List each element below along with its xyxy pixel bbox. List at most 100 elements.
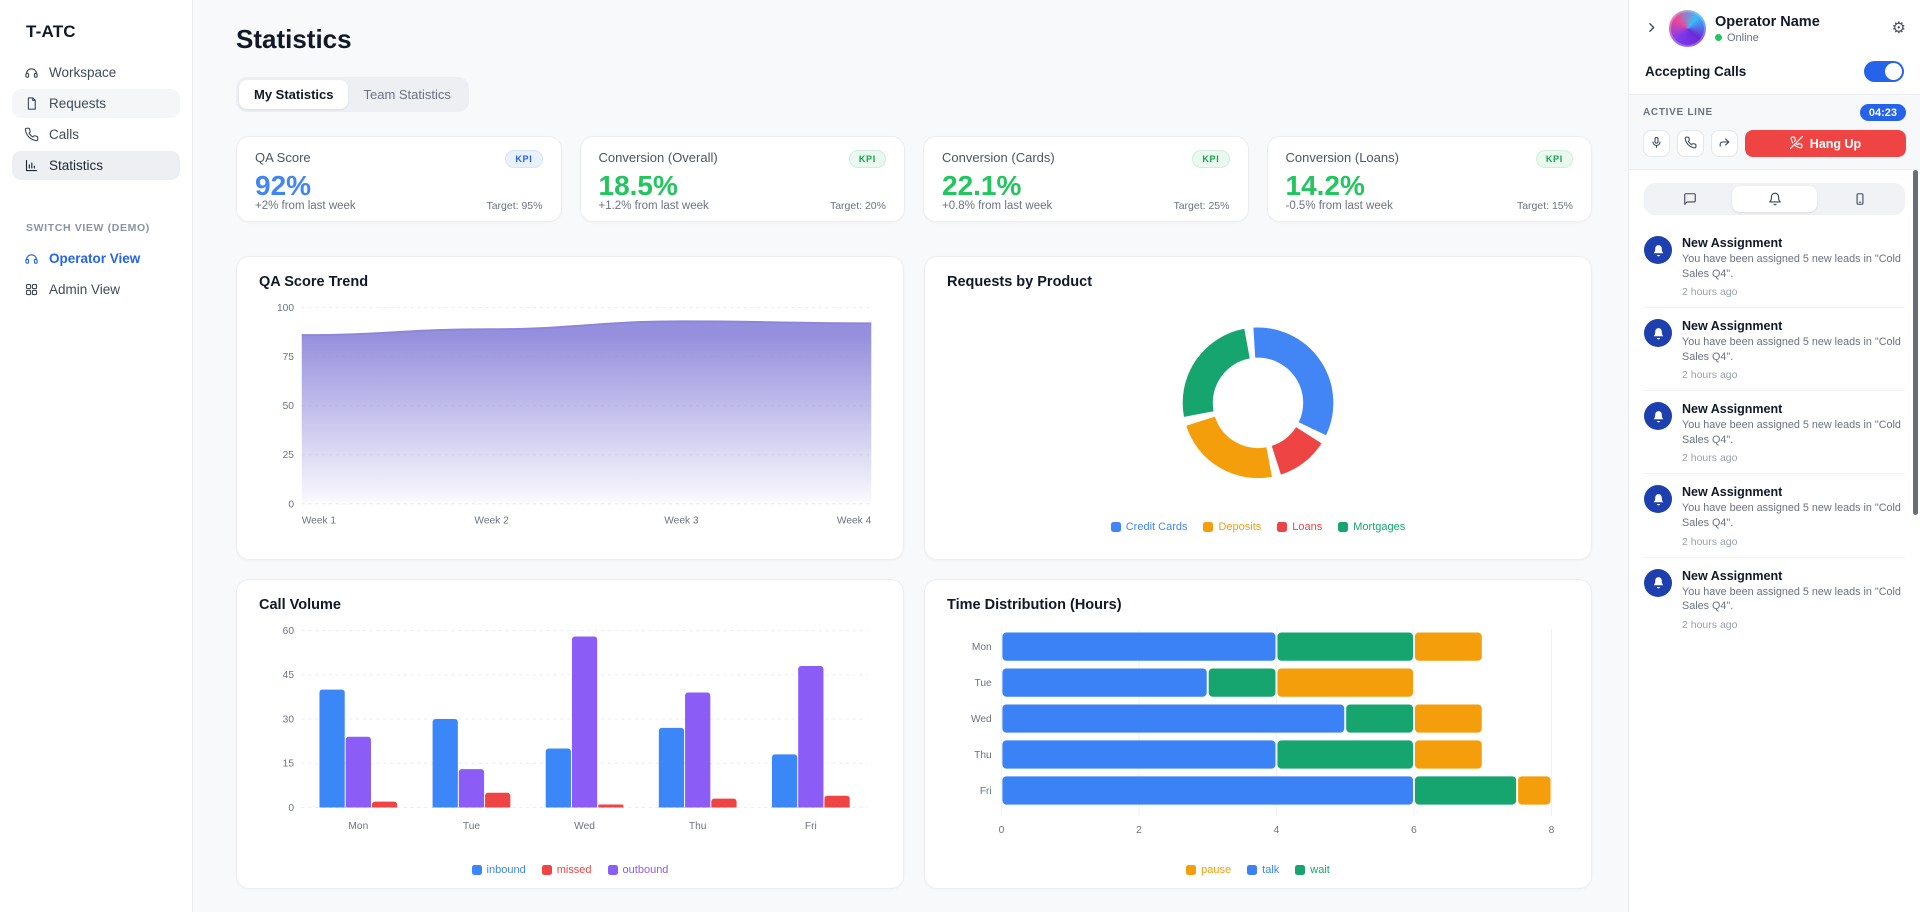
notification-title: New Assignment	[1682, 568, 1783, 583]
sidebar-item-label: Calls	[49, 127, 80, 142]
legend-label: Loans	[1292, 521, 1323, 534]
grid-icon	[24, 282, 39, 297]
kpi-badge: KPI	[505, 150, 543, 168]
document-icon	[24, 96, 39, 111]
bell-icon	[1644, 319, 1672, 348]
svg-text:Tue: Tue	[463, 821, 481, 832]
notification-item[interactable]: New Assignment You have been assigned 5 n…	[1644, 556, 1905, 640]
operator-name: Operator Name	[1715, 13, 1820, 30]
hang-up-button[interactable]: Hang Up	[1745, 130, 1906, 157]
call-timer-badge: 04:23	[1859, 104, 1906, 121]
sidebar-item-requests[interactable]: Requests	[12, 89, 180, 118]
accepting-calls-label: Accepting Calls	[1645, 64, 1747, 79]
legend-swatch	[471, 864, 482, 875]
notification-item[interactable]: New Assignment You have been assigned 5 n…	[1644, 473, 1905, 556]
legend-label: pause	[1201, 863, 1232, 876]
microphone-icon	[1650, 136, 1663, 152]
phone-icon	[24, 127, 39, 142]
notification-item[interactable]: New Assignment You have been assigned 5 n…	[1644, 225, 1905, 307]
operator-status-label: Online	[1727, 31, 1759, 44]
sidebar-item-admin-view[interactable]: Admin View	[12, 275, 180, 304]
notification-title: New Assignment	[1682, 236, 1783, 250]
time-distribution-chart: 0 2 4 6 8 Mon Tue Wed Thu Fri	[947, 617, 1569, 862]
kpi-value: 18.5%	[598, 170, 678, 201]
operator-avatar	[1669, 10, 1706, 47]
panel-tab-device[interactable]	[1817, 186, 1902, 212]
time-distribution-legend: pause talk wait	[947, 864, 1569, 876]
main-content: Statistics My Statistics Team Statistics …	[193, 0, 1628, 912]
chart-title: QA Score Trend	[259, 274, 369, 290]
svg-text:30: 30	[283, 714, 295, 725]
svg-text:Fri: Fri	[805, 821, 817, 832]
panel-tab-bell[interactable]	[1732, 186, 1817, 212]
call-volume-legend: inbound missed outbound	[259, 864, 881, 876]
switch-view-section-title: SWITCH VIEW (DEMO)	[26, 222, 150, 234]
dialpad-call-button[interactable]	[1677, 130, 1704, 157]
notification-message: You have been assigned 5 new leads in "C…	[1682, 585, 1901, 613]
forward-arrow-icon	[1718, 136, 1731, 152]
kpi-change: -0.5% from last week	[1285, 200, 1393, 213]
hang-up-label: Hang Up	[1809, 136, 1862, 151]
sidebar-item-statistics[interactable]: Statistics	[12, 151, 180, 180]
svg-text:Week 1: Week 1	[302, 515, 337, 526]
legend-label: talk	[1262, 863, 1280, 876]
notification-title: New Assignment	[1682, 319, 1783, 334]
qa-score-trend-card: QA Score Trend 0 25 50 75 100 Week 1 Week 2 Wee…	[236, 256, 904, 560]
tab-team-statistics[interactable]: Team Statistics	[348, 80, 465, 109]
bell-icon	[1768, 192, 1782, 206]
sidebar-item-workspace[interactable]: Workspace	[12, 58, 180, 87]
legend-item-loans: Loans	[1277, 521, 1322, 533]
kpi-title: Conversion (Overall)	[598, 150, 718, 165]
settings-gear-icon[interactable]: ⚙	[1891, 19, 1906, 37]
svg-text:25: 25	[283, 450, 295, 461]
kpi-badge: KPI	[1535, 150, 1573, 168]
kpi-row: QA Score KPI 92% +2% from last week Target: …	[236, 136, 1592, 222]
sidebar-item-calls[interactable]: Calls	[12, 120, 180, 149]
statistics-tabbar: My Statistics Team Statistics	[236, 77, 469, 112]
legend-swatch	[1338, 522, 1349, 533]
notification-time: 2 hours ago	[1682, 618, 1738, 631]
svg-text:2: 2	[1136, 825, 1142, 836]
donut-legend: Credit Cards Deposits Loans Mortgages	[947, 521, 1569, 533]
panel-tab-chat[interactable]	[1647, 186, 1732, 212]
svg-text:Wed: Wed	[971, 714, 992, 725]
sidebar-item-label: Statistics	[49, 158, 104, 173]
kpi-card: Conversion (Cards) KPI 22.1% +0.8% from las…	[923, 136, 1249, 222]
bell-icon	[1644, 485, 1672, 514]
accepting-calls-toggle[interactable]	[1864, 61, 1904, 82]
legend-item-talk: talk	[1247, 864, 1279, 876]
kpi-change: +0.8% from last week	[942, 200, 1053, 213]
legend-item-pause: pause	[1186, 864, 1231, 876]
svg-text:0: 0	[288, 803, 294, 814]
kpi-value: 22.1%	[942, 170, 1022, 201]
kpi-value: 92%	[255, 170, 312, 201]
collapse-panel-button[interactable]	[1643, 19, 1660, 39]
operator-panel: Operator Name Online ⚙ Accepting Calls A…	[1628, 0, 1920, 912]
svg-text:50: 50	[283, 401, 295, 412]
requests-by-product-chart	[947, 294, 1569, 519]
notification-item[interactable]: New Assignment You have been assigned 5 n…	[1644, 390, 1905, 473]
legend-swatch	[1186, 864, 1197, 875]
svg-text:0: 0	[288, 499, 294, 510]
transfer-call-button[interactable]	[1711, 130, 1738, 157]
sidebar-item-label: Operator View	[49, 251, 141, 266]
kpi-card: Conversion (Loans) KPI 14.2% -0.5% from las…	[1266, 136, 1592, 222]
legend-swatch	[607, 864, 618, 875]
scrollbar-thumb[interactable]	[1913, 170, 1918, 515]
bell-icon	[1644, 402, 1672, 431]
kpi-value: 14.2%	[1285, 170, 1365, 201]
page-title: Statistics	[236, 24, 352, 54]
legend-swatch	[1203, 522, 1214, 533]
legend-swatch	[1295, 864, 1306, 875]
mute-mic-button[interactable]	[1643, 130, 1670, 157]
sidebar-item-operator-view[interactable]: Operator View	[12, 244, 180, 273]
legend-item-mortgages: Mortgages	[1338, 521, 1405, 533]
notification-item[interactable]: New Assignment You have been assigned 5 n…	[1644, 307, 1905, 390]
svg-text:75: 75	[283, 352, 295, 363]
tab-my-statistics[interactable]: My Statistics	[239, 80, 349, 109]
legend-item-credit-cards: Credit Cards	[1110, 521, 1187, 533]
legend-item-missed: missed	[541, 864, 592, 876]
svg-text:Thu: Thu	[689, 821, 707, 832]
svg-text:Mon: Mon	[972, 642, 992, 653]
